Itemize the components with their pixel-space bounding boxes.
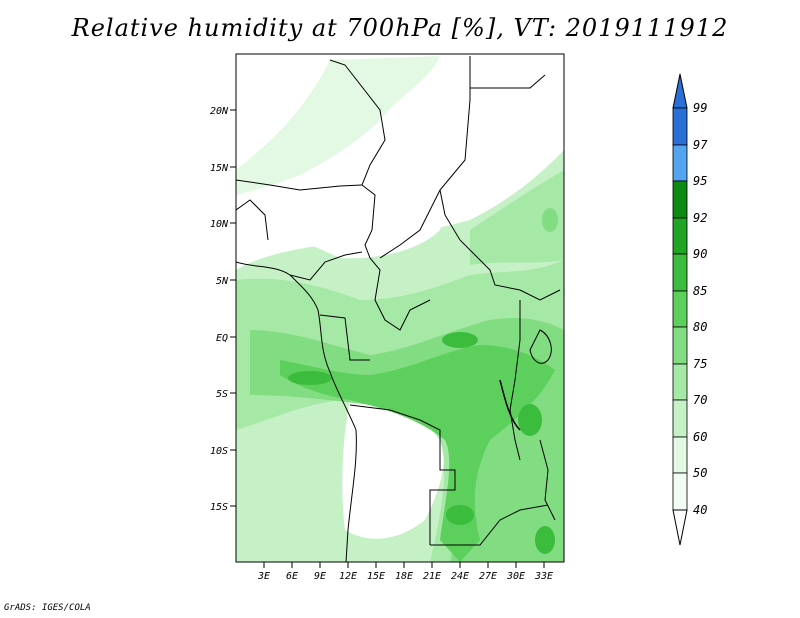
lat-tick-label: 20N (210, 106, 229, 117)
colorbar-label: 40 (693, 503, 707, 517)
colorbar-segment (672, 399, 688, 438)
map-panel (235, 53, 565, 563)
colorbar-label: 90 (693, 247, 707, 261)
colorbar-label: 50 (693, 466, 707, 480)
lon-tick-label: 15E (367, 571, 385, 582)
country-borders (236, 56, 561, 562)
grads-credit: GrADS: IGES/COLA (4, 603, 91, 613)
lon-tick-label: 9E (314, 571, 326, 582)
colorbar-label: 85 (693, 284, 707, 298)
colorbar-segment (672, 107, 688, 146)
lon-tick-label: 27E (479, 571, 497, 582)
lat-tick-label: EQ (216, 333, 228, 344)
colorbar-label: 70 (693, 393, 707, 407)
colorbar-segment (672, 144, 688, 182)
colorbar-segment (672, 217, 688, 255)
colorbar: 99 97 95 92 90 85 80 75 70 60 50 40 (672, 73, 708, 546)
lon-tick-label: 30E (506, 571, 525, 582)
colorbar-label: 99 (693, 101, 707, 115)
lat-tick-label: 10S (210, 446, 228, 457)
colorbar-label: 80 (693, 320, 707, 334)
lon-tick-label: 33E (534, 571, 553, 582)
colorbar-segment (672, 363, 688, 401)
colorbar-top-arrow (672, 73, 688, 109)
lat-tick-label: 15N (210, 163, 229, 174)
lat-tick-label: 5S (216, 389, 228, 400)
colorbar-label: 92 (693, 211, 707, 225)
colorbar-label: 95 (693, 174, 707, 188)
colorbar-segment (672, 290, 688, 328)
colorbar-segment (672, 253, 688, 292)
lon-tick-label: 6E (286, 571, 298, 582)
colorbar-label: 60 (693, 430, 707, 444)
colorbar-segment (672, 472, 688, 511)
lat-tick-label: 10N (210, 219, 229, 230)
colorbar-label: 75 (693, 357, 707, 371)
map-title: Relative humidity at 700hPa [%], VT: 201… (71, 14, 729, 42)
humidity-field (236, 56, 564, 562)
colorbar-bottom-arrow (672, 509, 688, 546)
lon-axis: 3E 6E 9E 12E 15E 18E 21E 24E 27E 30E 33E (257, 562, 553, 582)
colorbar-segment (672, 180, 688, 219)
colorbar-segment (672, 436, 688, 474)
lat-tick-label: 5N (216, 276, 229, 287)
lat-axis: 20N 15N 10N 5N EQ 5S 10S 15S (210, 106, 236, 513)
lon-tick-label: 18E (395, 571, 413, 582)
map-frame (235, 53, 565, 563)
lon-tick-label: 24E (451, 571, 469, 582)
lon-tick-label: 21E (423, 571, 441, 582)
lon-tick-label: 12E (339, 571, 357, 582)
colorbar-label: 97 (693, 138, 708, 152)
lat-tick-label: 15S (210, 502, 228, 513)
colorbar-segment (672, 326, 688, 365)
lon-tick-label: 3E (257, 571, 270, 582)
